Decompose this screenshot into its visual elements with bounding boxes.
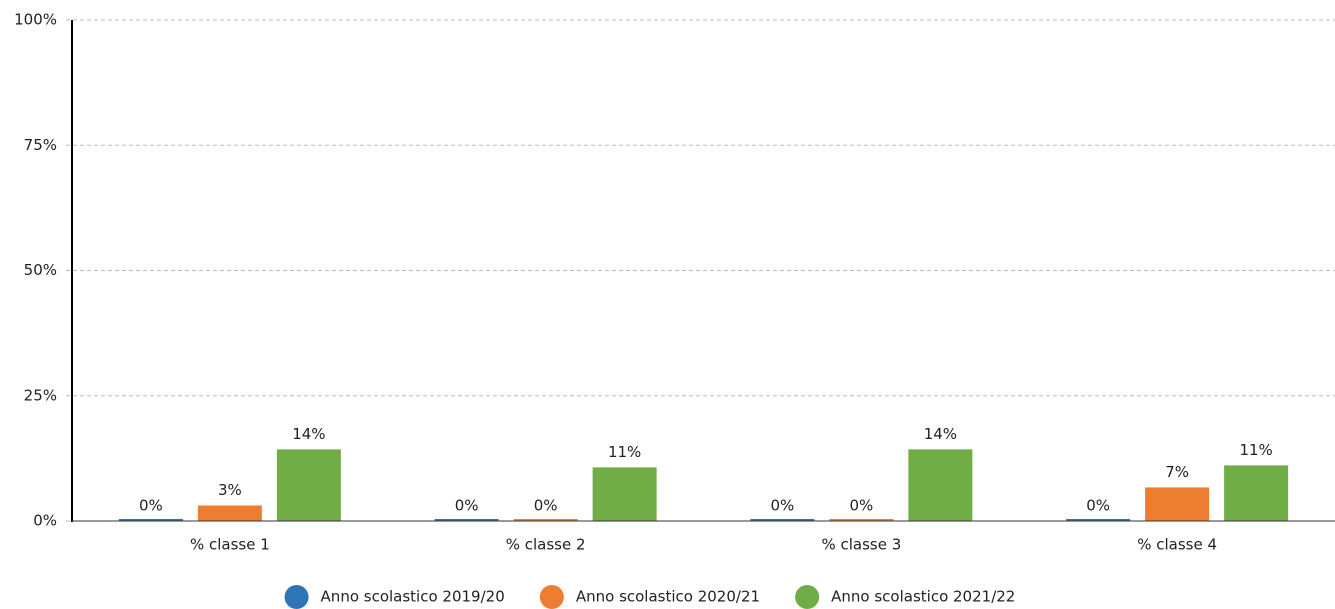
legend-marker: [795, 585, 820, 609]
legend-label: Anno scolastico 2020/21: [576, 588, 760, 606]
bar: [513, 519, 578, 521]
x-tick-label: % classe 3: [821, 536, 901, 554]
legend-label: Anno scolastico 2021/22: [831, 588, 1015, 606]
legend-label: Anno scolastico 2019/20: [321, 588, 505, 606]
data-label: 0%: [455, 497, 479, 515]
y-tick-label: 75%: [24, 136, 57, 154]
bar: [592, 467, 657, 521]
bar: [276, 449, 341, 521]
bar: [197, 505, 262, 521]
data-label: 0%: [139, 497, 163, 515]
bar: [1066, 519, 1131, 521]
y-tick-label: 25%: [24, 386, 57, 404]
x-tick-label: % classe 1: [190, 536, 270, 554]
data-label: 14%: [924, 425, 957, 443]
data-label: 0%: [534, 497, 558, 515]
x-tick-label: % classe 2: [506, 536, 586, 554]
legend-marker: [539, 585, 564, 609]
y-tick-label: 50%: [24, 261, 57, 279]
data-label: 14%: [292, 425, 325, 443]
bar: [829, 519, 894, 521]
data-label: 11%: [1239, 441, 1272, 459]
bar: [1145, 487, 1210, 521]
legend-marker: [284, 585, 309, 609]
bar: [118, 519, 183, 521]
bar: [1224, 465, 1289, 521]
y-tick-label: 100%: [14, 11, 57, 29]
bar: [750, 519, 815, 521]
data-label: 0%: [849, 497, 873, 515]
bar: [434, 519, 499, 521]
data-label: 11%: [608, 443, 641, 461]
data-label: 0%: [770, 497, 794, 515]
data-label: 7%: [1165, 463, 1189, 481]
bar: [908, 449, 973, 521]
y-tick-label: 0%: [33, 512, 57, 530]
x-tick-label: % classe 4: [1137, 536, 1217, 554]
data-label: 0%: [1086, 497, 1110, 515]
data-label: 3%: [218, 481, 242, 499]
